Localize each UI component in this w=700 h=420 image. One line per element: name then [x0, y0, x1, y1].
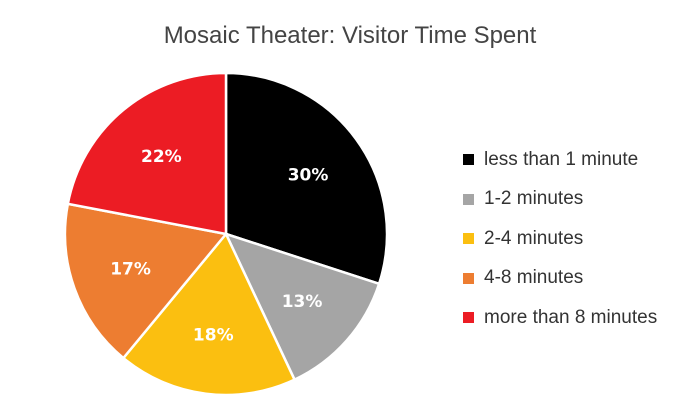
slice-label: 18%	[193, 326, 234, 346]
slice-label: 30%	[288, 165, 329, 185]
legend-swatch	[463, 154, 474, 166]
pie-slice	[63, 202, 229, 360]
legend-label: less than 1 minute	[484, 148, 639, 170]
legend-item: 4-8 minutes	[463, 259, 657, 299]
pie-slice	[66, 71, 228, 236]
legend-swatch	[463, 193, 474, 205]
legend-label: 2-4 minutes	[484, 227, 584, 249]
legend-swatch	[463, 233, 474, 245]
legend-item: 2-4 minutes	[463, 219, 657, 259]
chart-title: Mosaic Theater: Visitor Time Spent	[163, 22, 537, 49]
legend-item: more than 8 minutes	[463, 298, 657, 338]
slice-label: 13%	[282, 292, 323, 312]
slice-label: 17%	[110, 259, 151, 279]
legend-swatch	[463, 272, 474, 284]
legend-item: 1-2 minutes	[463, 180, 657, 220]
legend-label: 1-2 minutes	[484, 188, 584, 210]
pie-slice	[121, 231, 297, 397]
pie-slice	[223, 231, 381, 382]
legend-swatch	[463, 312, 474, 324]
pie-slice	[224, 71, 389, 286]
legend-item: less than 1 minute	[463, 140, 657, 180]
legend: less than 1 minute 1-2 minutes 2-4 minut…	[463, 140, 657, 338]
legend-label: more than 8 minutes	[484, 306, 658, 328]
legend-label: 4-8 minutes	[484, 267, 584, 289]
slice-label: 22%	[141, 147, 182, 167]
